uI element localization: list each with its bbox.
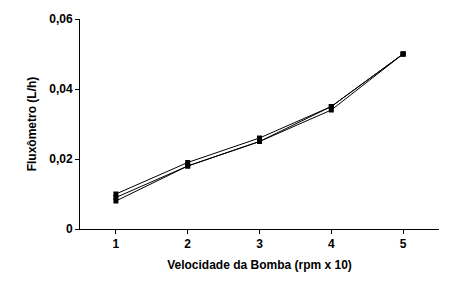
svg-text:4: 4 — [328, 237, 335, 251]
svg-text:3: 3 — [256, 237, 263, 251]
svg-text:Velocidade da Bomba (rpm x 10): Velocidade da Bomba (rpm x 10) — [167, 258, 352, 272]
svg-text:0,02: 0,02 — [49, 152, 73, 166]
svg-text:1: 1 — [113, 237, 120, 251]
svg-text:5: 5 — [400, 237, 407, 251]
svg-text:0,06: 0,06 — [49, 12, 73, 26]
svg-text:Fluxômetro (L/h): Fluxômetro (L/h) — [25, 77, 39, 172]
svg-text:2: 2 — [184, 237, 191, 251]
svg-text:0: 0 — [66, 222, 73, 236]
svg-text:0,04: 0,04 — [49, 82, 73, 96]
